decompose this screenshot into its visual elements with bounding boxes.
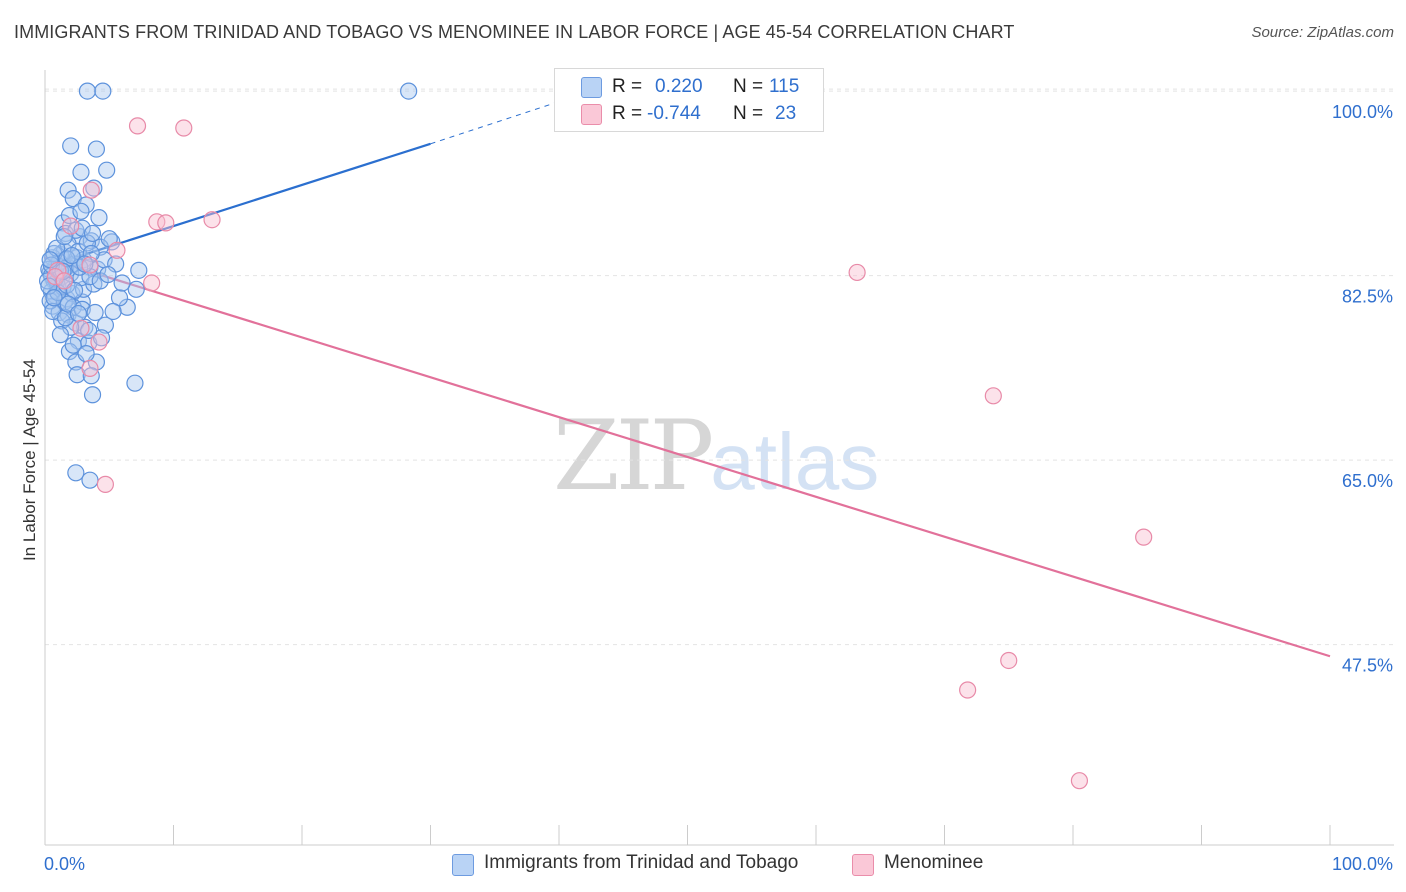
pink-point [157, 214, 175, 232]
blue-point [86, 303, 104, 322]
legend-swatch-pink [581, 104, 602, 125]
pink-point [62, 217, 80, 235]
legend-r-value-blue: 0.220 [655, 76, 703, 97]
blue-point [59, 181, 77, 199]
bottom-legend-swatch-pink [852, 854, 874, 876]
blue-point [83, 386, 102, 404]
gridlines [45, 88, 1394, 646]
pink-point [108, 241, 126, 259]
legend-row-pink: R = -0.744 N = 23 [555, 102, 823, 128]
legend-swatch-blue [581, 77, 602, 98]
pink-point [72, 319, 90, 337]
data-points [38, 82, 1153, 790]
axes [44, 70, 1394, 846]
blue-point [104, 302, 122, 321]
blue-point [400, 82, 418, 100]
blue-point [94, 82, 112, 100]
blue-point [55, 227, 73, 246]
pink-trend-line [44, 256, 1331, 658]
blue-trend-extension [430, 101, 560, 145]
blue-point [56, 309, 75, 327]
blue-point [78, 82, 97, 100]
blue-point [83, 224, 102, 243]
trend-lines [44, 101, 1331, 658]
blue-point [62, 137, 80, 155]
pink-point [46, 268, 64, 286]
blue-point [126, 374, 144, 392]
legend-r-value-pink: -0.744 [647, 103, 701, 124]
legend-row-blue: R = 0.220 N = 115 [555, 75, 823, 101]
pink-point [984, 387, 1002, 405]
bottom-legend-label-blue: Immigrants from Trinidad and Tobago [484, 852, 799, 873]
pink-point [82, 181, 100, 199]
blue-point [76, 255, 94, 273]
blue-point [90, 209, 108, 227]
pink-point [1000, 651, 1018, 670]
blue-point [67, 464, 85, 482]
pink-point [959, 681, 977, 699]
blue-point [45, 289, 63, 307]
blue-point [69, 304, 88, 323]
bottom-legend-swatch-blue [452, 854, 474, 876]
watermark-atlas: atlas [710, 417, 880, 506]
blue-point [85, 179, 103, 197]
pink-point [143, 274, 161, 292]
y-tick-label: 65.0% [1342, 471, 1393, 491]
blue-point [130, 261, 148, 279]
pink-point [81, 359, 99, 378]
legend-r-label: R = [612, 76, 643, 97]
blue-point [87, 140, 106, 158]
pink-point [148, 213, 166, 231]
blue-point [96, 316, 114, 334]
legend-r-label: R = [612, 103, 643, 124]
blue-point [81, 471, 99, 489]
blue-point [58, 250, 76, 268]
source-label: Source: ZipAtlas.com [1251, 24, 1394, 41]
blue-point [72, 163, 90, 181]
blue-point [72, 202, 90, 220]
pink-point [1070, 772, 1089, 790]
pink-point [96, 475, 114, 493]
pink-point [128, 117, 147, 135]
bottom-legend-label-pink: Menominee [884, 852, 984, 873]
blue-point [51, 326, 70, 344]
pink-point [203, 211, 221, 229]
watermark: ZIPatlas [553, 408, 879, 505]
blue-point [113, 274, 131, 292]
blue-point [127, 280, 145, 298]
tick-labels: 47.5% 65.0% 82.5% 100.0% 0.0% 100.0% [44, 102, 1393, 874]
legend-n-label: N = [733, 103, 764, 124]
x-tick-label-max: 100.0% [1332, 854, 1393, 874]
correlation-legend: R = 0.220 N = 115 R = -0.744 N = 23 [554, 68, 824, 132]
blue-point [98, 161, 116, 179]
legend-n-value-blue: 115 [769, 76, 800, 97]
pink-point [81, 256, 99, 274]
blue-point [64, 336, 82, 354]
pink-point [1135, 528, 1153, 546]
blue-point [99, 265, 117, 284]
blue-point [63, 246, 81, 265]
legend-n-value-pink: 23 [775, 103, 797, 124]
legend-n-label: N = [733, 76, 764, 97]
pink-point [55, 272, 73, 290]
pink-point [848, 263, 866, 282]
pink-point [175, 119, 193, 137]
blue-point [77, 345, 95, 363]
y-tick-label: 82.5% [1342, 287, 1393, 307]
chart-title: IMMIGRANTS FROM TRINIDAD AND TOBAGO VS M… [14, 22, 1015, 42]
y-tick-label: 100.0% [1332, 102, 1393, 122]
pink-point [90, 333, 108, 351]
y-tick-label: 47.5% [1342, 656, 1393, 676]
x-tick-label-min: 0.0% [44, 854, 85, 874]
